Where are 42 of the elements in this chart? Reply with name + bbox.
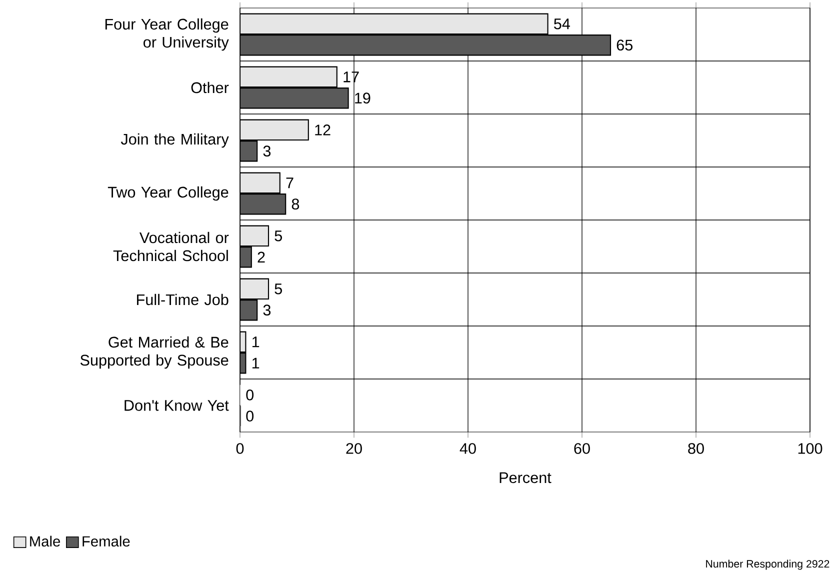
y-tick-label: Full-Time Job	[137, 294, 228, 306]
bar	[240, 34, 612, 56]
legend-label: Male	[30, 536, 60, 547]
data-label: 7	[286, 178, 294, 188]
data-label: 0	[246, 410, 254, 422]
data-label: 8	[292, 198, 300, 210]
y-tick-label: Join the Military	[120, 133, 229, 148]
data-label: 1	[252, 336, 260, 348]
text: Number Responding 2922	[706, 560, 830, 570]
x-tick-label: 60	[574, 443, 590, 454]
data-label: 1	[252, 358, 260, 368]
bar	[240, 13, 548, 35]
data-label: 12	[315, 124, 330, 136]
x-tick-label: 40	[460, 443, 476, 454]
data-label: 2	[258, 252, 265, 262]
bar	[240, 172, 280, 194]
data-label: 65	[616, 40, 633, 51]
data-label: 5	[274, 230, 282, 242]
data-label: 5	[274, 284, 282, 294]
bar	[240, 225, 270, 247]
x-axis-title: Percent	[500, 472, 552, 484]
y-tick-label: Get Married & Be Supported by Spouse	[80, 336, 228, 369]
x-tick-label: 100	[798, 443, 822, 454]
y-tick-label: Don't Know Yet	[124, 400, 229, 411]
y-tick-label: Two Year College	[108, 186, 228, 201]
x-tick-label: 20	[346, 443, 362, 454]
data-label: 0	[246, 389, 254, 400]
y-tick-label: Other	[191, 82, 229, 94]
data-label: 3	[263, 304, 271, 316]
data-label: 3	[263, 146, 271, 157]
y-tick-label: Four Year College or University	[105, 18, 229, 51]
bar	[240, 66, 338, 88]
x-tick-label: 0	[236, 443, 244, 454]
data-label: 54	[554, 18, 570, 30]
bar	[240, 278, 270, 300]
bar	[240, 88, 349, 109]
bar	[240, 194, 286, 215]
bar	[240, 119, 309, 141]
data-label: 19	[355, 92, 370, 104]
legend-label: Female	[82, 536, 130, 547]
y-tick-label: Vocational or Technical School	[113, 232, 229, 262]
x-tick-label: 80	[688, 443, 704, 454]
